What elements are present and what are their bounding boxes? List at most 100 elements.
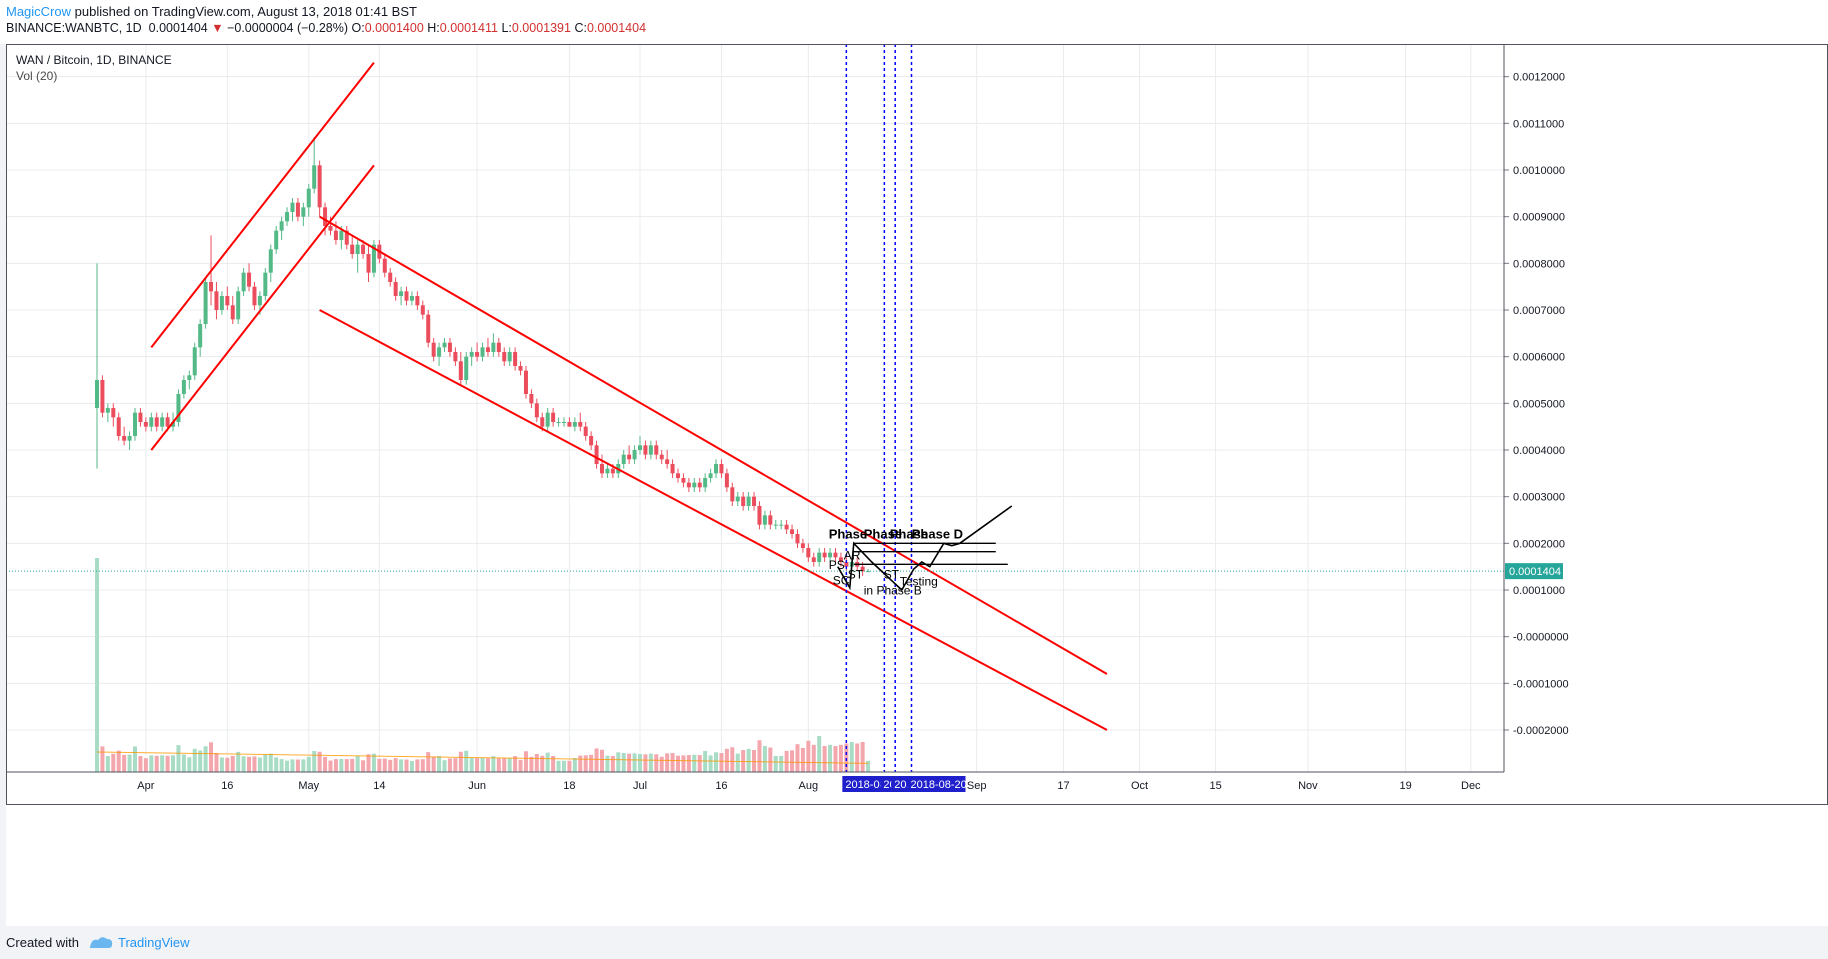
volume-bar: [491, 756, 496, 772]
volume-bar: [100, 746, 105, 772]
candle-body: [735, 496, 740, 502]
volume-bar: [361, 760, 366, 772]
volume-bar: [714, 752, 719, 772]
volume-bar: [773, 756, 778, 772]
volume-bars: [95, 558, 871, 772]
candle-body: [790, 529, 795, 534]
candle-body: [361, 244, 366, 254]
volume-bar: [768, 747, 773, 772]
candle-body: [828, 552, 833, 558]
candle-body: [328, 226, 333, 231]
candle-body: [676, 473, 681, 478]
volume-bar: [828, 744, 833, 772]
volume-bar: [187, 757, 192, 772]
candle-body: [133, 412, 138, 436]
author-link[interactable]: MagicCrow: [6, 4, 72, 19]
candle-body: [496, 342, 501, 352]
volume-bar: [236, 751, 241, 772]
x-tick-label: Aug: [799, 780, 819, 792]
volume-bar: [317, 751, 322, 772]
volume-bar: [551, 756, 556, 772]
volume-bar: [567, 760, 572, 772]
volume-bar: [730, 747, 735, 772]
x-tick-label: 19: [1400, 780, 1412, 792]
grid-lines: [6, 44, 1504, 772]
volume-bar: [589, 754, 594, 772]
volume-bar: [627, 753, 632, 772]
close-value: 0.0001404: [586, 21, 647, 35]
close-label: C:: [574, 21, 587, 35]
volume-bar: [404, 759, 409, 772]
x-tick-label: May: [298, 780, 319, 792]
candle-body: [198, 324, 203, 348]
volume-bar: [388, 759, 393, 772]
volume-bar: [382, 758, 387, 772]
candle-body: [257, 296, 262, 306]
candle-body: [290, 202, 295, 212]
volume-bar: [263, 754, 268, 772]
candle-body: [111, 408, 116, 418]
volume-bar: [855, 743, 860, 772]
tradingview-link[interactable]: TradingView: [118, 935, 190, 950]
volume-bar: [176, 745, 181, 772]
volume-bar: [621, 753, 626, 772]
volume-bar: [746, 748, 751, 772]
candle-body: [339, 230, 344, 240]
candle-body: [529, 394, 534, 404]
candle-body: [610, 468, 615, 474]
volume-bar: [203, 746, 208, 772]
volume-bar: [638, 754, 642, 772]
open-value: 0.0001400: [364, 21, 424, 35]
volume-bar: [312, 751, 317, 772]
volume-bar: [518, 759, 523, 772]
y-tick-label: 0.0007000: [1513, 305, 1565, 317]
x-tick-label: Jun: [468, 780, 486, 792]
volume-bar: [610, 756, 615, 772]
candle-body: [100, 380, 105, 413]
volume-bar: [399, 759, 404, 772]
candle-body: [285, 212, 290, 222]
volume-ma-line: [96, 751, 869, 764]
volume-bar: [513, 756, 518, 772]
chart-border: [6, 44, 1828, 805]
candle-body: [214, 291, 219, 310]
volume-bar: [507, 757, 512, 772]
y-tick-label: 0.0008000: [1513, 258, 1565, 270]
volume-bar: [165, 755, 170, 772]
y-tick-label: 0.0004000: [1513, 445, 1565, 457]
volume-bar: [198, 750, 203, 772]
candle-body: [741, 496, 746, 506]
candle-body: [268, 249, 273, 273]
candle-body: [230, 305, 235, 320]
y-tick-label: 0.0003000: [1513, 492, 1565, 504]
candle-body: [703, 478, 708, 488]
candle-body: [561, 422, 566, 423]
symbol-ohlc-line: BINANCE:WANBTC, 1D 0.0001404 ▼ −0.000000…: [6, 21, 646, 35]
candle-body: [523, 370, 528, 394]
candle-body: [388, 272, 393, 282]
phase-label: Phase: [890, 527, 928, 542]
candle-body: [458, 361, 463, 380]
candle-body: [187, 375, 192, 380]
candle-body: [371, 244, 376, 273]
published-text: published on TradingView.com, August 13,…: [71, 4, 417, 19]
candle-body: [122, 436, 127, 441]
date-tag: 2018-08-20: [911, 779, 967, 791]
volume-bar: [735, 753, 740, 772]
x-tick-label: 15: [1209, 780, 1221, 792]
candle-body: [279, 221, 284, 231]
x-tick-label: Sep: [967, 780, 987, 792]
candle-body: [518, 366, 523, 371]
candle-body: [567, 422, 572, 427]
volume-bar: [670, 753, 675, 772]
volume-bar: [654, 754, 659, 772]
point-label: SC: [833, 573, 850, 587]
date-tag: 2018-08: [845, 779, 885, 791]
volume-bar: [366, 754, 371, 772]
chart-legend-title: WAN / Bitcoin, 1D, BINANCE: [16, 53, 172, 67]
high-label: H:: [427, 21, 440, 35]
candle-body: [105, 408, 110, 413]
point-label: ST: [884, 567, 900, 581]
chart-panel[interactable]: Phase Phase Phase Phase D AR PS SC ST ST Testing i…: [6, 44, 1828, 926]
